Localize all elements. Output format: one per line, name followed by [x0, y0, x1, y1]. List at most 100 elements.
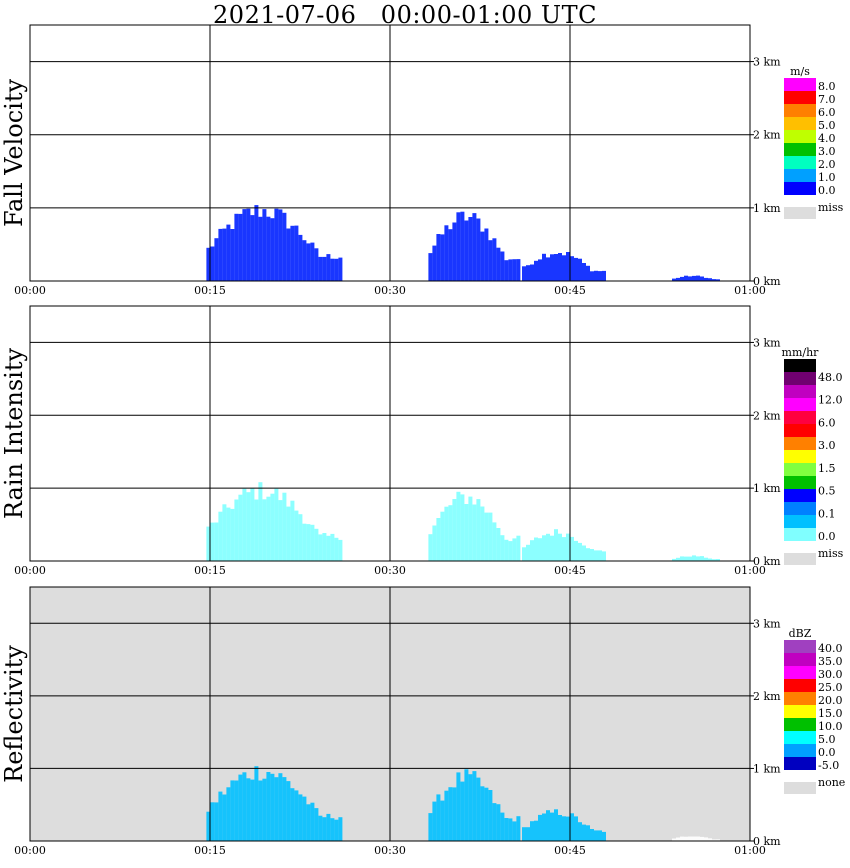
- plot-frame: [29, 24, 751, 282]
- echo-column: [214, 802, 219, 841]
- echo-column: [444, 506, 449, 561]
- colorbar-label: 25.0: [818, 681, 843, 694]
- echo-column: [700, 836, 704, 841]
- echo-column: [210, 802, 215, 841]
- colorbar-label: 40.0: [818, 642, 843, 655]
- colorbar-swatch: [784, 130, 816, 143]
- colorbar-swatch: [784, 182, 816, 195]
- colorbar-label: 30.0: [818, 668, 843, 681]
- echo-column: [504, 260, 509, 281]
- echo-column: [516, 259, 521, 281]
- echo-column: [270, 773, 275, 841]
- colorbar-unit: m/s: [790, 65, 810, 78]
- echo-column: [594, 550, 598, 561]
- colorbar-swatch: [784, 424, 816, 437]
- echo-column: [512, 538, 517, 561]
- echo-column: [246, 492, 251, 561]
- echo-column: [692, 836, 696, 841]
- echo-column: [448, 229, 453, 281]
- echo-column: [238, 213, 243, 281]
- echo-column: [672, 838, 676, 841]
- echo-column: [468, 496, 473, 561]
- colorbar-label: 0.1: [818, 507, 836, 520]
- echo-column: [504, 539, 509, 561]
- echo-column: [262, 499, 267, 561]
- x-tick-label: 01:00: [734, 844, 766, 857]
- colorbar-label: 0.5: [818, 485, 836, 498]
- echo-column: [266, 496, 271, 561]
- echo-column: [484, 228, 489, 281]
- echo-column: [578, 542, 582, 561]
- colorbar-swatch: [784, 143, 816, 156]
- echo-column: [516, 535, 521, 561]
- echo-column: [598, 550, 602, 561]
- echo-column: [492, 238, 497, 281]
- colorbar-swatch: [784, 117, 816, 130]
- x-tick-label: 00:15: [194, 564, 226, 577]
- echo-column: [234, 213, 239, 281]
- echo-column: [712, 839, 716, 841]
- echo-column: [436, 518, 441, 561]
- echo-column: [230, 229, 235, 281]
- echo-column: [436, 234, 441, 281]
- y-tick-label: 3 km: [753, 336, 781, 349]
- echo-column: [298, 514, 303, 561]
- colorbar-swatch: [784, 666, 816, 679]
- echo-column: [274, 777, 279, 841]
- echo-column: [578, 258, 582, 281]
- echo-column: [452, 787, 457, 841]
- echo-column: [310, 802, 315, 841]
- colorbar-label: 6.0: [818, 106, 836, 119]
- colorbar-label: 5.0: [818, 119, 836, 132]
- echo-column: [322, 817, 327, 841]
- echo-column: [500, 812, 505, 841]
- echo-column: [242, 209, 247, 281]
- x-tick-label: 00:30: [374, 284, 406, 297]
- colorbar-swatch: [784, 437, 816, 450]
- panel-rain-intensity: 00:00 00:15 00:30 00:45 01:000 km 1 km 2 km 3 k…: [0, 305, 844, 577]
- echo-column: [492, 522, 497, 561]
- echo-column: [330, 533, 335, 561]
- echo-column: [306, 243, 311, 281]
- echo-column: [290, 788, 295, 841]
- echo-column: [290, 500, 295, 561]
- echo-column: [716, 839, 720, 841]
- echo-column: [250, 215, 255, 281]
- colorbar-swatch: [784, 489, 816, 502]
- echo-column: [534, 537, 538, 561]
- colorbar-label: 4.0: [818, 132, 836, 145]
- echo-column: [242, 772, 247, 841]
- echo-column: [210, 522, 215, 561]
- colorbar-label: 0.0: [818, 184, 836, 197]
- echo-column: [492, 803, 497, 841]
- echo-column: [254, 499, 259, 561]
- echo-column: [562, 816, 566, 841]
- echo-column: [298, 234, 303, 281]
- colorbar-label: 8.0: [818, 80, 836, 93]
- echo-column: [464, 769, 469, 841]
- echo-column: [222, 794, 227, 841]
- echo-column: [274, 488, 279, 561]
- echo-column: [258, 780, 263, 841]
- echo-column: [242, 488, 247, 561]
- echo-column: [440, 234, 445, 281]
- echo-column: [270, 493, 275, 561]
- echo-column: [598, 271, 602, 281]
- echo-column: [700, 276, 704, 281]
- echo-column: [262, 209, 267, 281]
- echo-column: [460, 211, 465, 281]
- echo-column: [526, 544, 530, 561]
- echo-column: [254, 766, 259, 841]
- plot-frame: [29, 305, 751, 562]
- colorbar-swatch: [784, 731, 816, 744]
- echo-column: [338, 817, 343, 841]
- echo-column: [526, 827, 530, 841]
- echo-column: [278, 500, 283, 561]
- y-tick-label: 1 km: [753, 482, 781, 495]
- echo-column: [286, 228, 291, 281]
- echo-column: [594, 270, 598, 281]
- x-tick-label: 01:00: [734, 284, 766, 297]
- y-tick-label: 3 km: [753, 56, 781, 69]
- echo-column: [302, 796, 307, 841]
- echo-column: [566, 816, 570, 841]
